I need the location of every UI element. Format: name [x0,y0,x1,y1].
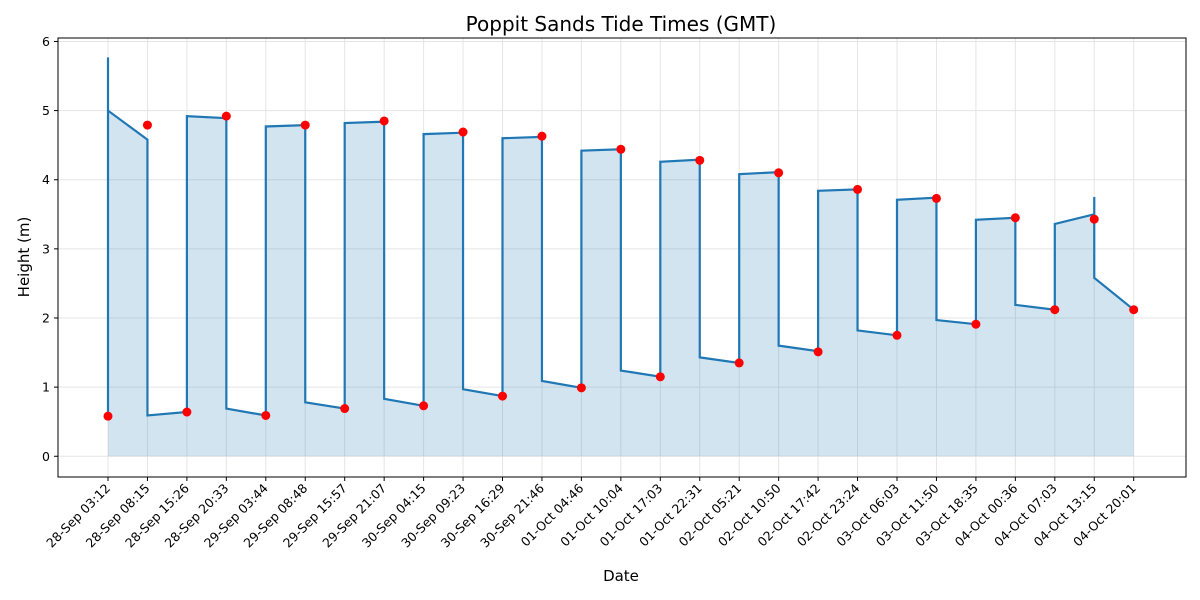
tide-point [142,120,152,130]
y-tick-label: 3 [42,241,50,256]
y-tick-label: 6 [42,34,50,49]
tide-point [695,155,705,165]
tide-point [892,330,902,340]
y-tick-label: 4 [42,172,50,187]
tide-point [655,372,665,382]
y-axis-label: Height (m) [15,217,33,298]
tide-point [853,184,863,194]
x-axis-label: Date [603,567,639,585]
tide-point [182,407,192,417]
y-tick-label: 5 [42,103,50,118]
tide-point [616,144,626,154]
tide-point [221,111,231,121]
tide-point [813,347,823,357]
tide-point [931,193,941,203]
tide-point [774,168,784,178]
tide-point [1089,214,1099,224]
tide-point [340,404,350,414]
tide-point [576,383,586,393]
y-axis: 0 1 2 3 4 5 6 [42,34,58,464]
tide-point [261,410,271,420]
tide-point [537,131,547,141]
y-tick-label: 1 [42,380,50,395]
tide-point [1010,213,1020,223]
tide-point [971,319,981,329]
tide-point [498,391,507,401]
plot-frame [57,37,1187,478]
tide-point [1129,305,1139,315]
tide-point [103,411,113,421]
tide-point [734,358,744,368]
tide-point [300,120,310,130]
chart-title: Poppit Sands Tide Times (GMT) [466,12,777,36]
tide-point [1050,305,1060,315]
y-tick-label: 0 [42,449,50,464]
tide-point [458,127,468,137]
tide-point [419,401,429,411]
y-tick-label: 2 [42,310,50,325]
tide-points [103,111,1139,421]
tide-point [379,116,389,126]
